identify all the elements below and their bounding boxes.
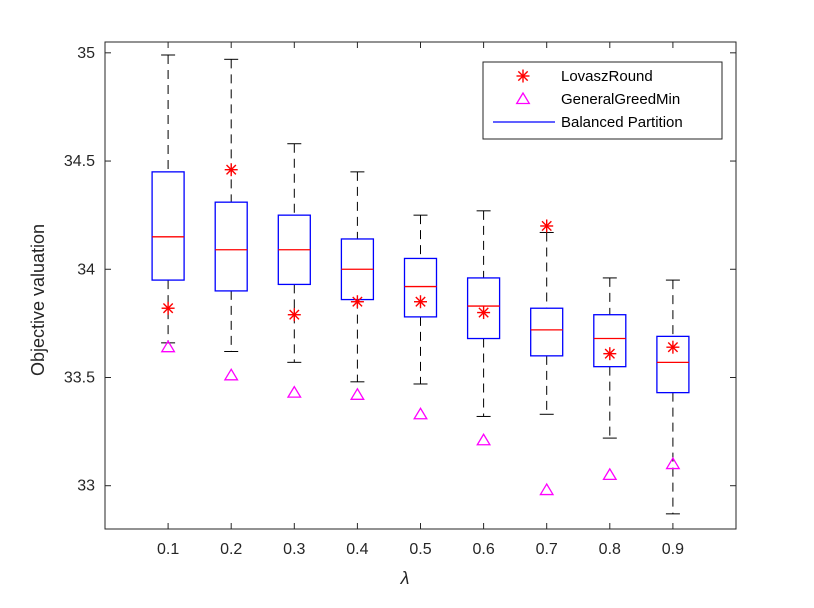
x-tick-label: 0.7 — [536, 541, 558, 558]
generalgreedmin-point — [476, 432, 492, 446]
x-tick-label: 0.8 — [599, 541, 621, 558]
generalgreedmin-point — [539, 482, 555, 496]
generalgreedmin-point — [286, 385, 302, 398]
box — [656, 335, 690, 394]
box-group-0.8 — [593, 277, 627, 439]
lovaszround-point — [477, 306, 491, 320]
x-tick-label: 0.4 — [346, 541, 368, 558]
lovaszround-point — [414, 295, 427, 309]
legend-lovaszround-marker — [516, 69, 530, 83]
asterisk-stroke — [541, 220, 552, 232]
box — [593, 314, 627, 368]
box-group-0.9 — [656, 279, 690, 515]
lovaszround-point — [161, 301, 175, 315]
box — [403, 257, 438, 318]
legend-generalgreedmin-marker — [515, 91, 531, 105]
box — [151, 171, 185, 281]
x-tick-label: 0.1 — [157, 541, 179, 558]
box-group-0.2 — [214, 58, 248, 353]
legend-label: Balanced Partition — [561, 114, 683, 131]
asterisk-stroke — [415, 296, 426, 307]
asterisk-stroke — [667, 342, 679, 353]
box — [466, 277, 501, 340]
asterisk-stroke — [162, 303, 174, 314]
x-tick-label: 0.3 — [283, 541, 305, 558]
generalgreedmin-point — [349, 387, 365, 400]
box — [530, 307, 564, 357]
legend-label: GeneralGreedMin — [561, 91, 680, 108]
lovaszround-point — [666, 340, 680, 354]
legend-label: LovaszRound — [561, 68, 653, 85]
y-tick-label: 33 — [77, 478, 95, 495]
generalgreedmin-point — [160, 339, 176, 353]
asterisk-stroke — [604, 348, 615, 359]
generalgreedmin-point — [602, 467, 618, 481]
box-group-0.3 — [277, 143, 311, 363]
generalgreedmin-point — [665, 456, 681, 470]
asterisk-stroke — [226, 164, 237, 175]
y-tick-label: 34.5 — [64, 153, 95, 170]
y-tick-label: 33.5 — [64, 369, 95, 386]
asterisk-stroke — [517, 70, 529, 82]
asterisk-stroke — [478, 307, 489, 318]
x-tick-label: 0.6 — [472, 541, 494, 558]
lovaszround-point — [224, 163, 238, 177]
box-group-0.7 — [530, 231, 564, 415]
y-tick-label: 35 — [77, 45, 95, 62]
box — [214, 201, 248, 292]
x-tick-label: 0.5 — [409, 541, 431, 558]
box-group-0.5 — [403, 214, 438, 385]
asterisk-stroke — [289, 309, 300, 320]
x-axis-label: λ — [400, 568, 410, 588]
axes-layer: 33 33.5 34 34.5 35 0.1 0.2 0.3 0.4 0.5 0.6 0.7 0.8 0.… — [64, 41, 737, 558]
lovaszround-point — [540, 219, 554, 233]
y-axis-label: Objective valuation — [28, 224, 48, 376]
lovaszround-point — [603, 347, 617, 361]
plot-layer — [151, 54, 690, 515]
x-tick-label: 0.9 — [662, 541, 684, 558]
legend: LovaszRound GeneralGreedMin Balanced Parti… — [482, 61, 723, 140]
generalgreedmin-point — [223, 368, 239, 381]
lovaszround-point — [350, 295, 364, 309]
asterisk-stroke — [352, 296, 363, 307]
lovaszround-point — [287, 308, 301, 322]
generalgreedmin-point — [413, 407, 428, 420]
y-tick-label: 34 — [77, 261, 95, 278]
x-tick-label: 0.2 — [220, 541, 242, 558]
